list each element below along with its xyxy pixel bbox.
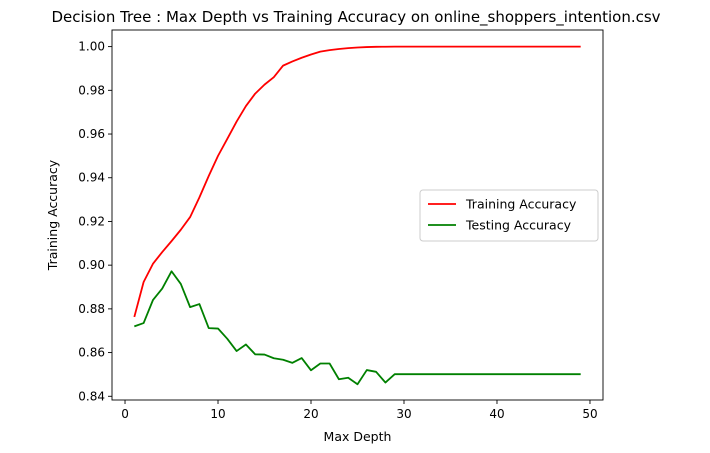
x-tick-label: 20 — [303, 407, 318, 421]
x-tick-label: 40 — [489, 407, 504, 421]
x-tick-label: 0 — [121, 407, 129, 421]
plot-frame — [111, 29, 604, 401]
x-tick-label: 30 — [396, 407, 411, 421]
x-tick-label: 50 — [582, 407, 597, 421]
y-tick-label: 0.98 — [78, 83, 105, 97]
legend-box — [419, 189, 599, 242]
y-tick-label: 0.88 — [78, 302, 105, 316]
x-axis-label: Max Depth — [324, 429, 392, 444]
series-line-training — [133, 45, 581, 318]
legend-label-training: Training Accuracy — [465, 197, 577, 212]
y-tick-label: 0.90 — [78, 258, 105, 272]
legend: Training Accuracy Testing Accuracy — [419, 189, 599, 242]
x-tick-label: 10 — [210, 407, 225, 421]
series-layer — [133, 45, 581, 386]
y-tick-label: 0.84 — [78, 389, 105, 403]
y-tick-label: 1.00 — [78, 40, 105, 54]
y-axis-ticks: 0.84 0.86 0.88 0.90 0.92 0.94 0.96 0.98 1.00 — [78, 40, 112, 403]
y-tick-label: 0.86 — [78, 346, 105, 360]
chart-title: Decision Tree : Max Depth vs Training Ac… — [51, 8, 660, 27]
y-tick-label: 0.94 — [78, 171, 105, 185]
series-line-testing — [134, 270, 581, 386]
x-axis-ticks: 0 10 20 30 40 50 — [121, 400, 598, 421]
y-tick-label: 0.92 — [78, 214, 105, 228]
legend-label-testing: Testing Accuracy — [465, 218, 572, 233]
y-tick-label: 0.96 — [78, 127, 105, 141]
y-axis-label: Training Accuracy — [45, 159, 60, 271]
